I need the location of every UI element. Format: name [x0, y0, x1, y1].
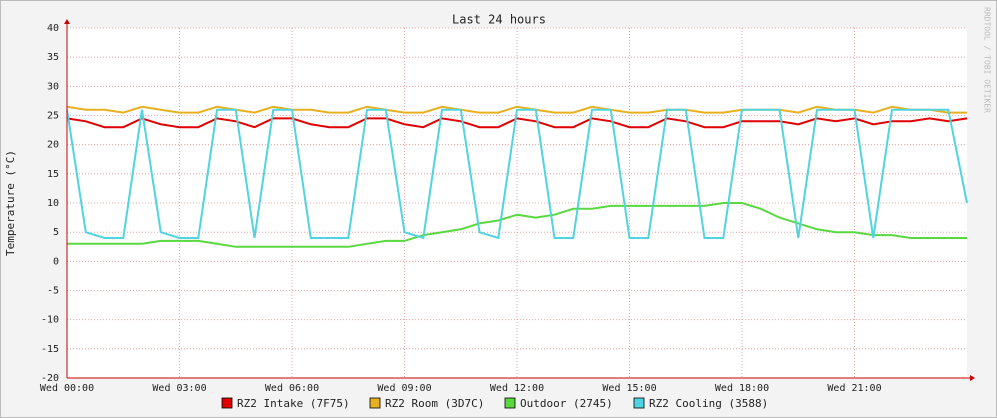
- series-line: [66, 105, 967, 114]
- x-tick-label: Wed 15:00: [602, 383, 656, 394]
- legend-swatch: [221, 397, 233, 409]
- legend-swatch: [504, 397, 516, 409]
- y-tick-label: 10: [47, 198, 59, 209]
- y-tick-label: 40: [47, 23, 59, 34]
- y-tick-label: -10: [41, 315, 59, 326]
- legend-label: RZ2 Room (3D7C): [385, 397, 484, 410]
- legend-label: Outdoor (2745): [520, 397, 613, 410]
- y-tick-label: 5: [53, 227, 59, 238]
- legend-swatch: [633, 397, 645, 409]
- legend: RZ2 Intake (7F75) RZ2 Room (3D7C) Outdoor …: [221, 397, 768, 410]
- x-tick-label: Wed 06:00: [265, 383, 319, 394]
- series-line: [67, 202, 967, 248]
- x-tick-label: Wed 03:00: [152, 383, 206, 394]
- legend-swatch: [369, 397, 381, 409]
- y-tick-label: 0: [53, 256, 59, 267]
- x-tick-label: Wed 21:00: [827, 383, 881, 394]
- x-tick-label: Wed 00:00: [40, 383, 94, 394]
- y-tick-label: -20: [41, 373, 59, 384]
- x-tick-label: Wed 12:00: [490, 383, 544, 394]
- y-tick-label: 30: [47, 81, 59, 92]
- legend-label: RZ2 Cooling (3588): [649, 397, 768, 410]
- watermark: RRDTOOL / TOBI OETIKER: [983, 7, 992, 113]
- legend-label: RZ2 Intake (7F75): [237, 397, 350, 410]
- y-tick-label: 15: [47, 169, 59, 180]
- y-tick-label: 25: [47, 111, 59, 122]
- y-tick-label: -15: [41, 344, 59, 355]
- series-line: [66, 108, 968, 240]
- series-line: [66, 117, 968, 129]
- y-tick-label: 20: [47, 140, 59, 151]
- chart-title: Last 24 hours: [452, 13, 546, 27]
- x-tick-label: Wed 09:00: [377, 383, 431, 394]
- y-tick-label: 35: [47, 52, 59, 63]
- y-axis-label: Temperature (°C): [4, 150, 17, 256]
- lines: [66, 105, 968, 248]
- y-arrow: [64, 19, 70, 24]
- x-tick-label: Wed 18:00: [715, 383, 769, 394]
- x-arrow: [970, 375, 975, 381]
- y-tick-label: -5: [47, 286, 59, 297]
